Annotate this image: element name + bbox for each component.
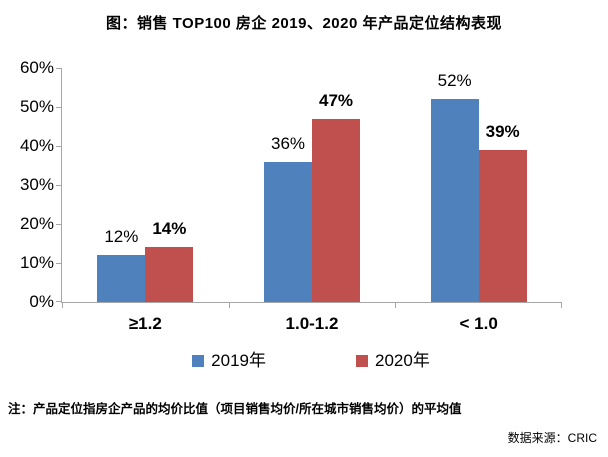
y-tick-mark <box>56 263 62 264</box>
x-category-label: 1.0-1.2 <box>285 314 339 333</box>
bar-s0-c2 <box>430 99 479 302</box>
bar-s0-c0 <box>97 255 146 302</box>
y-tick-label: 20% <box>19 214 54 233</box>
bar-s1-c2 <box>478 149 527 302</box>
chart-title: 图：销售 TOP100 房企 2019、2020 年产品定位结构表现 <box>105 15 502 32</box>
bar-s1-c0 <box>145 247 194 302</box>
y-tick-mark <box>56 185 62 186</box>
y-tick-mark <box>56 68 62 69</box>
y-tick-label: 50% <box>19 97 54 116</box>
bar-value-label: 12% <box>104 227 139 247</box>
note-text: 注：产品定位指房企产品的均价比值（项目销售均价/所在城市销售均价）的平均值 <box>8 402 462 416</box>
y-tick-label: 10% <box>19 253 54 272</box>
y-tick-label: 60% <box>19 58 54 77</box>
y-tick-mark <box>56 301 62 302</box>
y-tick-label: 30% <box>19 175 54 194</box>
legend-item-2020: 2020年 <box>356 352 430 370</box>
bar-s0-c1 <box>264 161 312 302</box>
source-text: 数据来源：CRIC <box>507 431 597 445</box>
y-tick-mark <box>56 224 62 225</box>
legend-item-2019: 2019年 <box>192 352 266 370</box>
bar-value-label: 52% <box>437 71 472 91</box>
bar-s1-c1 <box>312 118 360 302</box>
bar-value-label: 39% <box>485 121 520 141</box>
y-tick-label: 0% <box>29 292 54 311</box>
legend-swatch-icon <box>356 355 368 367</box>
y-tick-label: 40% <box>19 136 54 155</box>
bar-value-label: 47% <box>318 90 354 110</box>
bar-value-label: 36% <box>270 133 306 153</box>
y-tick-mark <box>56 146 62 147</box>
x-category-label: ≥1.2 <box>128 314 162 333</box>
x-tick-mark <box>561 302 562 308</box>
y-tick-mark <box>56 107 62 108</box>
x-tick-mark <box>228 302 230 308</box>
legend-label: 2019年 <box>211 351 266 370</box>
x-category-label: < 1.0 <box>459 314 498 333</box>
x-tick-mark <box>62 302 63 308</box>
legend-label: 2020年 <box>375 351 430 370</box>
legend: 2019年 2020年 <box>61 352 561 370</box>
bar-value-label: 14% <box>152 219 187 239</box>
plot-area: 0% 10% 20% 30% 40% 50% 60% 12% 14% ≥1.2 36% 47% 1.0-… <box>20 58 562 333</box>
x-tick-mark <box>395 302 397 308</box>
legend-swatch-icon <box>192 355 205 367</box>
